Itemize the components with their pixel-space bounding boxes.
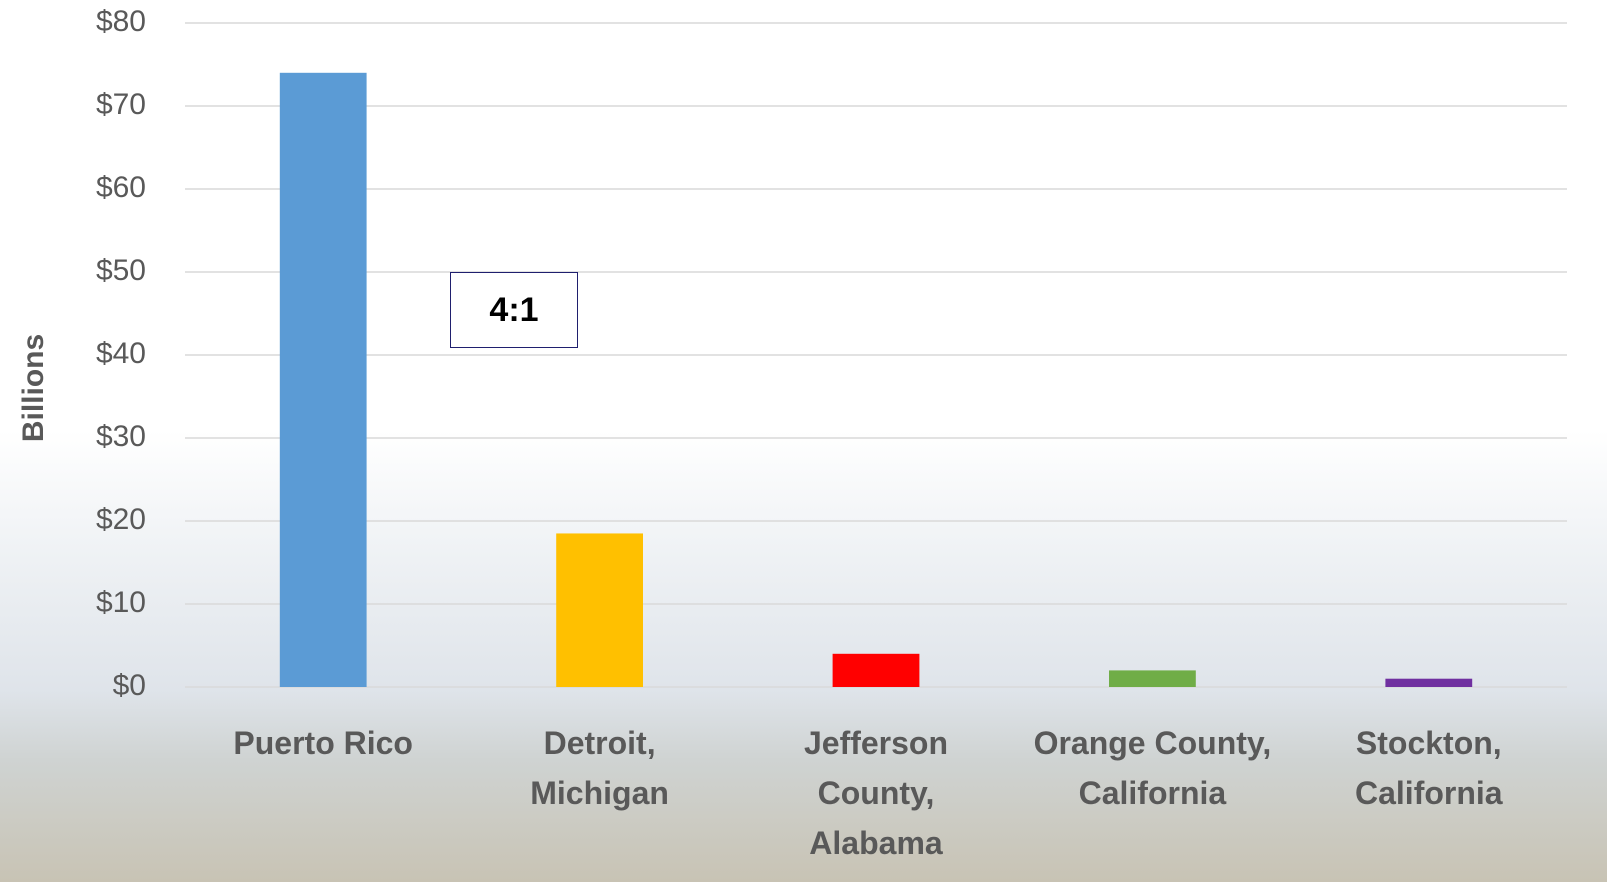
y-tick-label: $10 <box>96 586 146 619</box>
bar <box>1109 670 1196 687</box>
y-tick-label: $20 <box>96 503 146 536</box>
x-tick-label: Jefferson County, Alabama <box>803 725 949 861</box>
bar <box>556 533 643 687</box>
y-tick-label: $80 <box>96 5 146 38</box>
bar <box>1385 678 1473 687</box>
annotation: 4:1 <box>450 272 578 348</box>
x-tick-label: Puerto Rico <box>233 725 413 761</box>
bar <box>279 72 367 688</box>
y-tick-label: $60 <box>96 171 146 204</box>
y-tick-label: $50 <box>96 254 146 287</box>
x-tick-label: Detroit, Michigan <box>530 725 669 811</box>
x-tick-label: Orange County, California <box>1033 725 1272 811</box>
y-tick-label: $30 <box>96 420 146 453</box>
bar <box>832 653 920 687</box>
y-tick-label: $40 <box>96 337 146 370</box>
x-tick-label: Stockton, California <box>1355 725 1503 811</box>
y-tick-label: $70 <box>96 88 146 121</box>
y-axis-title: Billions <box>17 333 50 443</box>
y-tick-label: $0 <box>113 669 146 702</box>
